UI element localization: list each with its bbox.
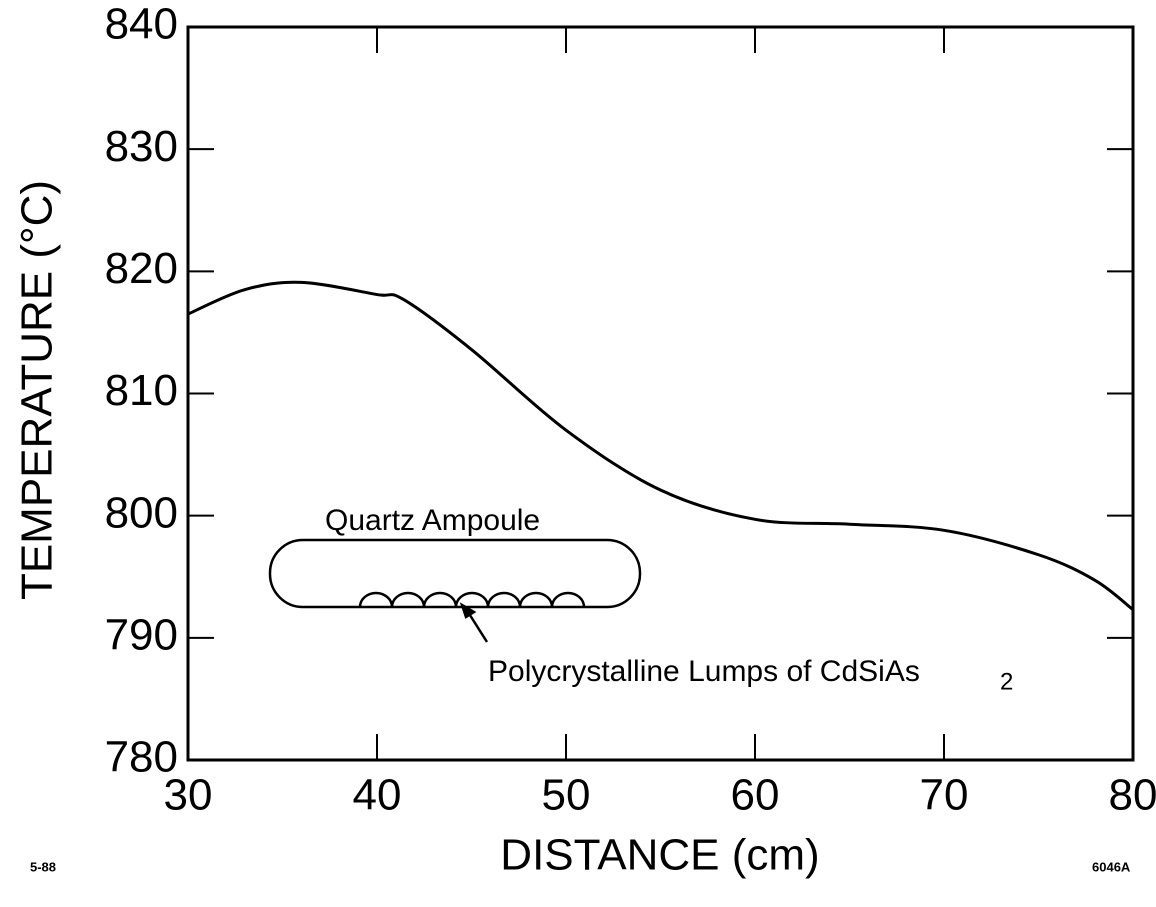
x-tick-label: 50 [542, 771, 591, 820]
lumps-subscript: 2 [1000, 668, 1013, 695]
x-tick-label: 30 [164, 771, 213, 820]
y-tick-label: 810 [105, 366, 178, 415]
y-tick-label: 840 [105, 0, 178, 49]
ampoule-drawing [268, 538, 642, 643]
data-line [187, 280, 1134, 611]
y-tick-label: 780 [105, 733, 178, 782]
x-axis-label: DISTANCE (cm) [500, 831, 819, 880]
y-tick-label: 790 [105, 610, 178, 659]
lumps-label: Polycrystalline Lumps of CdSiAs [488, 655, 920, 688]
y-axis-label: TEMPERATURE (°C) [13, 180, 62, 600]
x-tick-label: 70 [920, 771, 969, 820]
ampoule-label: Quartz Ampoule [325, 504, 540, 537]
x-tick-label: 40 [353, 771, 402, 820]
y-tick-label: 800 [105, 488, 178, 537]
footnote-right: 6046A [1092, 859, 1131, 874]
footnote-left: 5-88 [30, 859, 56, 874]
x-tick-label: 80 [1109, 771, 1156, 820]
y-tick-label: 820 [105, 244, 178, 293]
y-tick-label: 830 [105, 122, 178, 171]
x-tick-label: 60 [731, 771, 780, 820]
plot-frame [186, 25, 1135, 762]
